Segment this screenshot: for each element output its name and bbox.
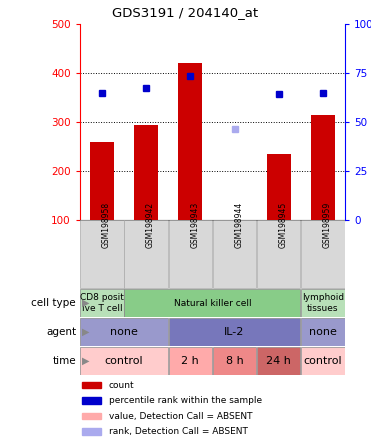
Text: control: control [303, 356, 342, 366]
Text: 2 h: 2 h [181, 356, 199, 366]
Text: GDS3191 / 204140_at: GDS3191 / 204140_at [112, 6, 259, 19]
Bar [80, 221, 124, 288]
Bar [311, 115, 335, 220]
Text: percentile rank within the sample: percentile rank within the sample [109, 396, 262, 405]
Bar [82, 397, 101, 404]
Bar [266, 154, 291, 220]
Text: IL-2: IL-2 [224, 327, 245, 337]
Bar [82, 382, 101, 388]
Text: 8 h: 8 h [226, 356, 243, 366]
Text: GSM198945: GSM198945 [279, 202, 288, 248]
Text: Natural killer cell: Natural killer cell [174, 298, 251, 308]
Text: GSM198958: GSM198958 [102, 202, 111, 248]
Text: none: none [110, 327, 138, 337]
Bar [80, 289, 124, 317]
Bar [169, 221, 212, 288]
Text: GSM198943: GSM198943 [190, 202, 199, 248]
Text: cell type: cell type [32, 298, 76, 308]
Bar [80, 347, 168, 375]
Bar [124, 289, 301, 317]
Text: none: none [309, 327, 337, 337]
Bar [80, 318, 168, 346]
Text: rank, Detection Call = ABSENT: rank, Detection Call = ABSENT [109, 427, 248, 436]
Bar [213, 347, 256, 375]
Bar [178, 63, 203, 220]
Bar [301, 318, 345, 346]
Bar [301, 221, 345, 288]
Text: value, Detection Call = ABSENT: value, Detection Call = ABSENT [109, 412, 252, 420]
Bar [90, 142, 114, 220]
Bar [213, 221, 256, 288]
Text: lymphoid
tissues: lymphoid tissues [302, 293, 344, 313]
Bar [134, 125, 158, 220]
Bar [257, 347, 301, 375]
Bar [124, 221, 168, 288]
Bar [82, 428, 101, 435]
Bar [257, 221, 301, 288]
Text: agent: agent [46, 327, 76, 337]
Bar [82, 413, 101, 419]
Text: GSM198944: GSM198944 [234, 202, 243, 248]
Text: 24 h: 24 h [266, 356, 291, 366]
Bar [301, 289, 345, 317]
Text: ▶: ▶ [82, 356, 89, 366]
Text: control: control [105, 356, 143, 366]
Text: count: count [109, 381, 135, 390]
Text: ▶: ▶ [82, 298, 89, 308]
Text: time: time [52, 356, 76, 366]
Text: ▶: ▶ [82, 327, 89, 337]
Text: GSM198942: GSM198942 [146, 202, 155, 248]
Text: CD8 posit
ive T cell: CD8 posit ive T cell [80, 293, 124, 313]
Bar [169, 318, 301, 346]
Bar [301, 347, 345, 375]
Text: GSM198959: GSM198959 [323, 202, 332, 248]
Bar [169, 347, 212, 375]
